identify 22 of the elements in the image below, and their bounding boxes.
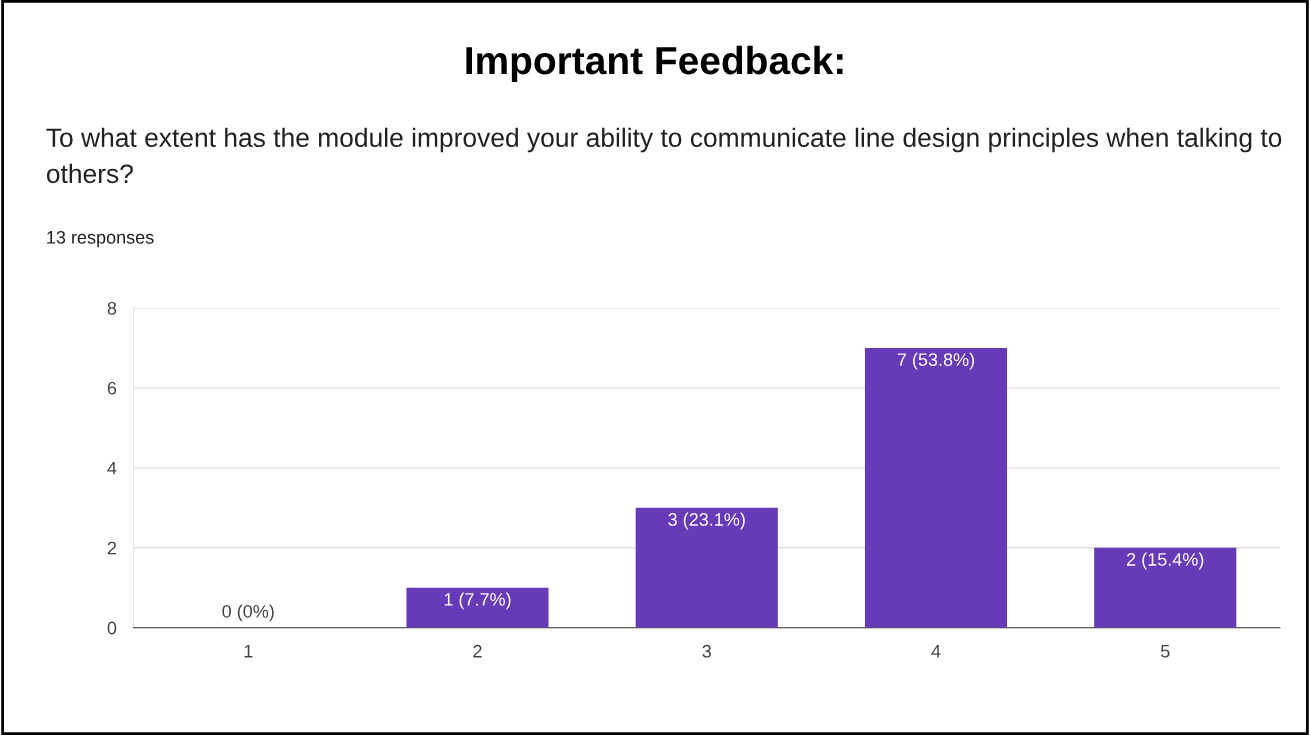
y-tick-label: 8 — [107, 301, 117, 315]
chart-title: Important Feedback: — [466, 45, 843, 83]
data-label: 2 (15.4%) — [1127, 552, 1204, 570]
bar — [635, 507, 778, 628]
x-tick-label: 3 — [702, 644, 711, 658]
y-tick-label: 2 — [107, 541, 117, 555]
y-tick-label: 4 — [107, 461, 117, 475]
data-label: 0 (0%) — [222, 604, 274, 622]
data-label: 1 (7.7%) — [444, 592, 511, 610]
chart-subtitle: To what extent has the module improved your ability to communicate line design principles when talking to others? — [46, 127, 1282, 184]
bar — [1094, 547, 1237, 628]
x-tick-label: 2 — [473, 644, 482, 658]
y-tick-label: 6 — [107, 381, 117, 395]
y-tick-label: 0 — [107, 621, 117, 635]
data-label: 3 (23.1%) — [668, 512, 745, 530]
x-tick-label: 5 — [1160, 645, 1170, 658]
data-label: 7 (53.8%) — [897, 352, 975, 370]
bar — [864, 347, 1008, 628]
x-tick-label: 1 — [244, 645, 253, 658]
text: 13 responses — [47, 230, 154, 248]
x-tick-label: 4 — [931, 645, 941, 658]
bar — [406, 587, 549, 628]
